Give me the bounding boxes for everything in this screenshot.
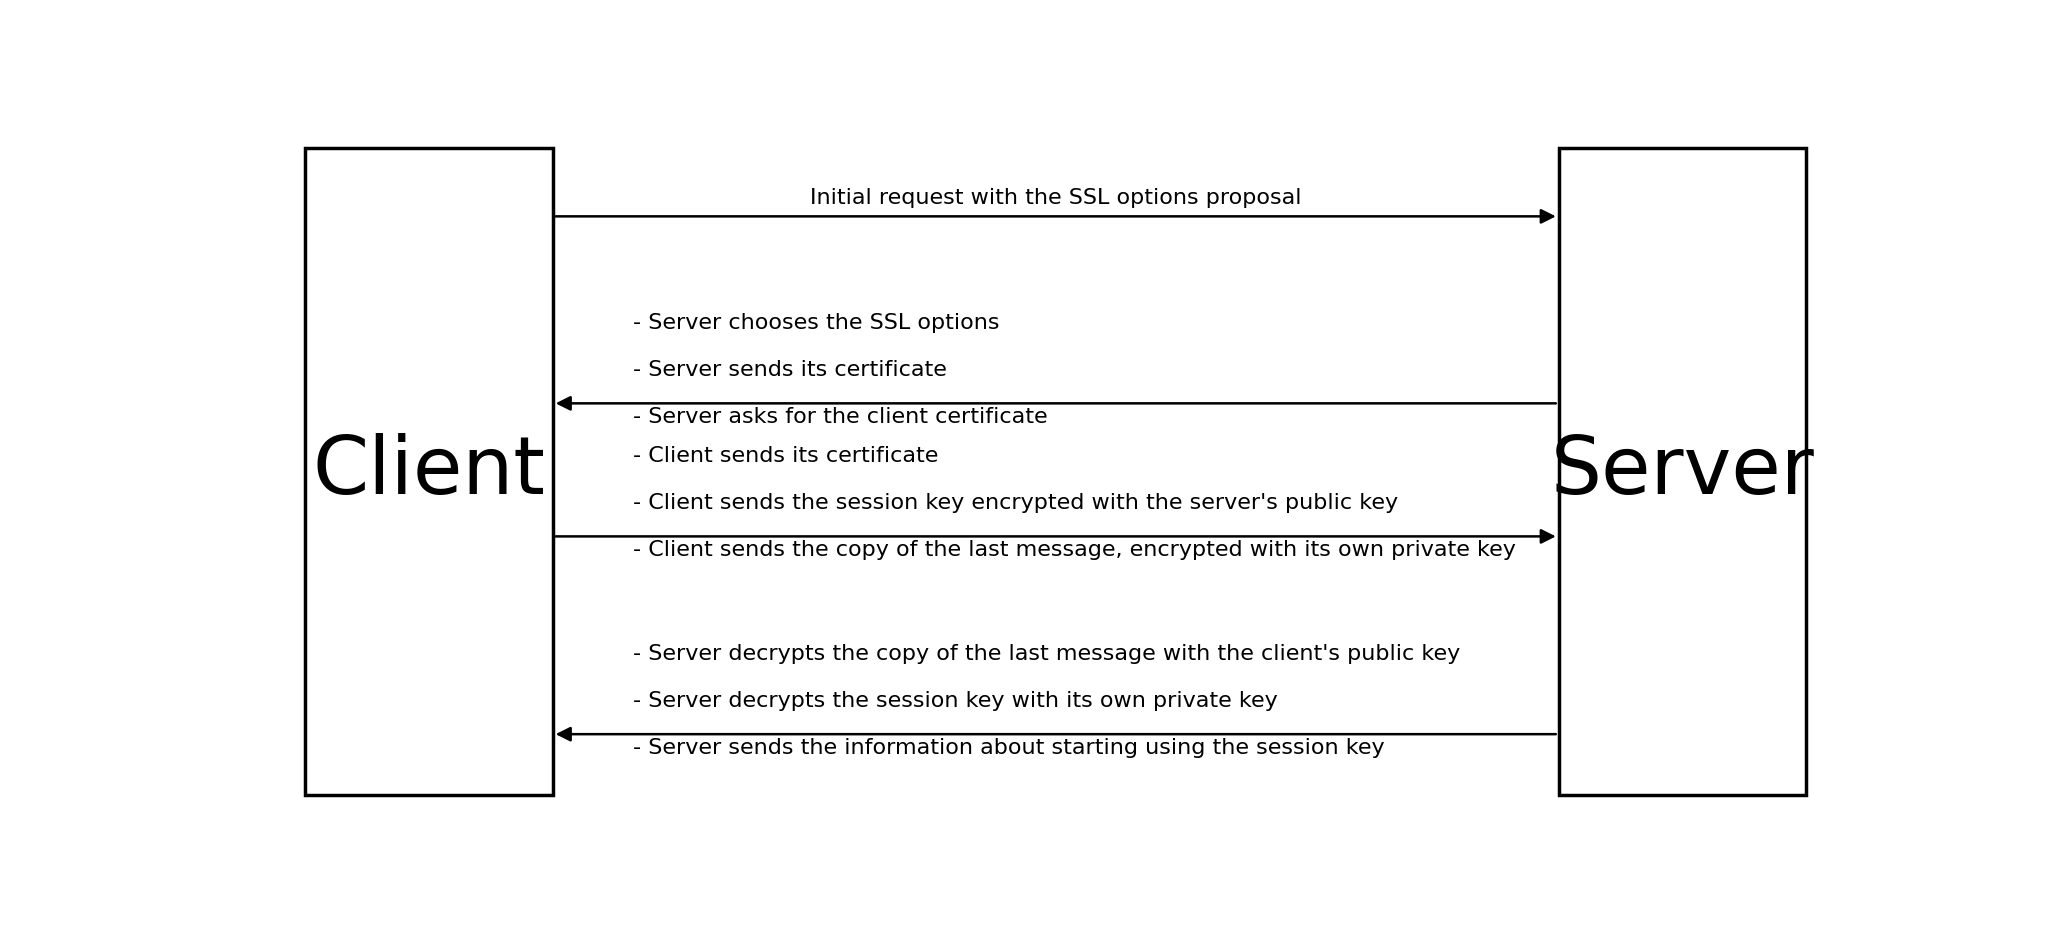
Text: - Server asks for the client certificate: - Server asks for the client certificate xyxy=(632,407,1046,427)
Text: Initial request with the SSL options proposal: Initial request with the SSL options pro… xyxy=(810,188,1302,207)
Text: - Server sends its certificate: - Server sends its certificate xyxy=(632,361,946,380)
Bar xyxy=(1559,149,1807,796)
Text: - Server sends the information about starting using the session key: - Server sends the information about sta… xyxy=(632,738,1384,757)
Text: - Server decrypts the session key with its own private key: - Server decrypts the session key with i… xyxy=(632,691,1277,711)
Text: - Server decrypts the copy of the last message with the client's public key: - Server decrypts the copy of the last m… xyxy=(632,644,1461,664)
Text: - Server chooses the SSL options: - Server chooses the SSL options xyxy=(632,314,999,333)
Bar xyxy=(305,149,552,796)
Text: Server: Server xyxy=(1551,432,1815,511)
Text: - Client sends the session key encrypted with the server's public key: - Client sends the session key encrypted… xyxy=(632,493,1399,514)
Text: Client: Client xyxy=(313,432,546,511)
Text: - Client sends the copy of the last message, encrypted with its own private key: - Client sends the copy of the last mess… xyxy=(632,540,1516,560)
Text: - Client sends its certificate: - Client sends its certificate xyxy=(632,446,937,466)
